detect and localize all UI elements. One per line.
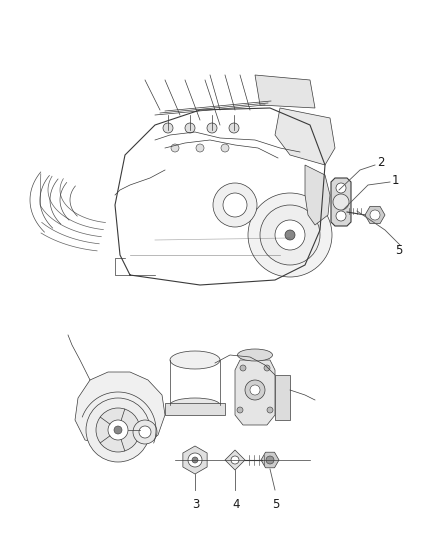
Circle shape	[267, 407, 273, 413]
Ellipse shape	[237, 349, 272, 361]
Circle shape	[96, 408, 140, 452]
Text: 3: 3	[192, 498, 199, 511]
Circle shape	[245, 380, 265, 400]
Circle shape	[370, 210, 380, 220]
Circle shape	[163, 123, 173, 133]
Polygon shape	[305, 165, 330, 225]
Circle shape	[248, 193, 332, 277]
Polygon shape	[331, 178, 351, 226]
Polygon shape	[225, 450, 245, 470]
Polygon shape	[165, 403, 225, 415]
Polygon shape	[75, 372, 165, 448]
Circle shape	[250, 385, 260, 395]
Circle shape	[223, 193, 247, 217]
Circle shape	[192, 457, 198, 463]
Circle shape	[188, 453, 202, 467]
Circle shape	[114, 426, 122, 434]
Circle shape	[221, 144, 229, 152]
Circle shape	[196, 144, 204, 152]
Polygon shape	[235, 360, 275, 425]
Polygon shape	[255, 75, 315, 108]
Ellipse shape	[170, 351, 220, 369]
Polygon shape	[183, 446, 207, 474]
Circle shape	[133, 420, 157, 444]
Text: 2: 2	[377, 157, 385, 169]
Circle shape	[108, 420, 128, 440]
Text: 5: 5	[272, 498, 279, 511]
Polygon shape	[275, 108, 335, 165]
Circle shape	[264, 365, 270, 371]
Ellipse shape	[170, 398, 220, 412]
Circle shape	[240, 365, 246, 371]
Polygon shape	[365, 206, 385, 224]
Polygon shape	[275, 375, 290, 420]
Circle shape	[171, 144, 179, 152]
Polygon shape	[261, 452, 279, 468]
Circle shape	[266, 456, 274, 464]
Circle shape	[237, 407, 243, 413]
Circle shape	[333, 194, 349, 210]
Circle shape	[86, 398, 150, 462]
Text: 5: 5	[395, 244, 403, 256]
Circle shape	[285, 230, 295, 240]
Circle shape	[229, 123, 239, 133]
Circle shape	[231, 456, 239, 464]
Circle shape	[336, 211, 346, 221]
Circle shape	[207, 123, 217, 133]
Text: 4: 4	[232, 498, 240, 511]
Circle shape	[185, 123, 195, 133]
Circle shape	[213, 183, 257, 227]
Circle shape	[275, 220, 305, 250]
Circle shape	[139, 426, 151, 438]
Text: 1: 1	[392, 174, 399, 187]
Circle shape	[260, 205, 320, 265]
Circle shape	[336, 183, 346, 193]
